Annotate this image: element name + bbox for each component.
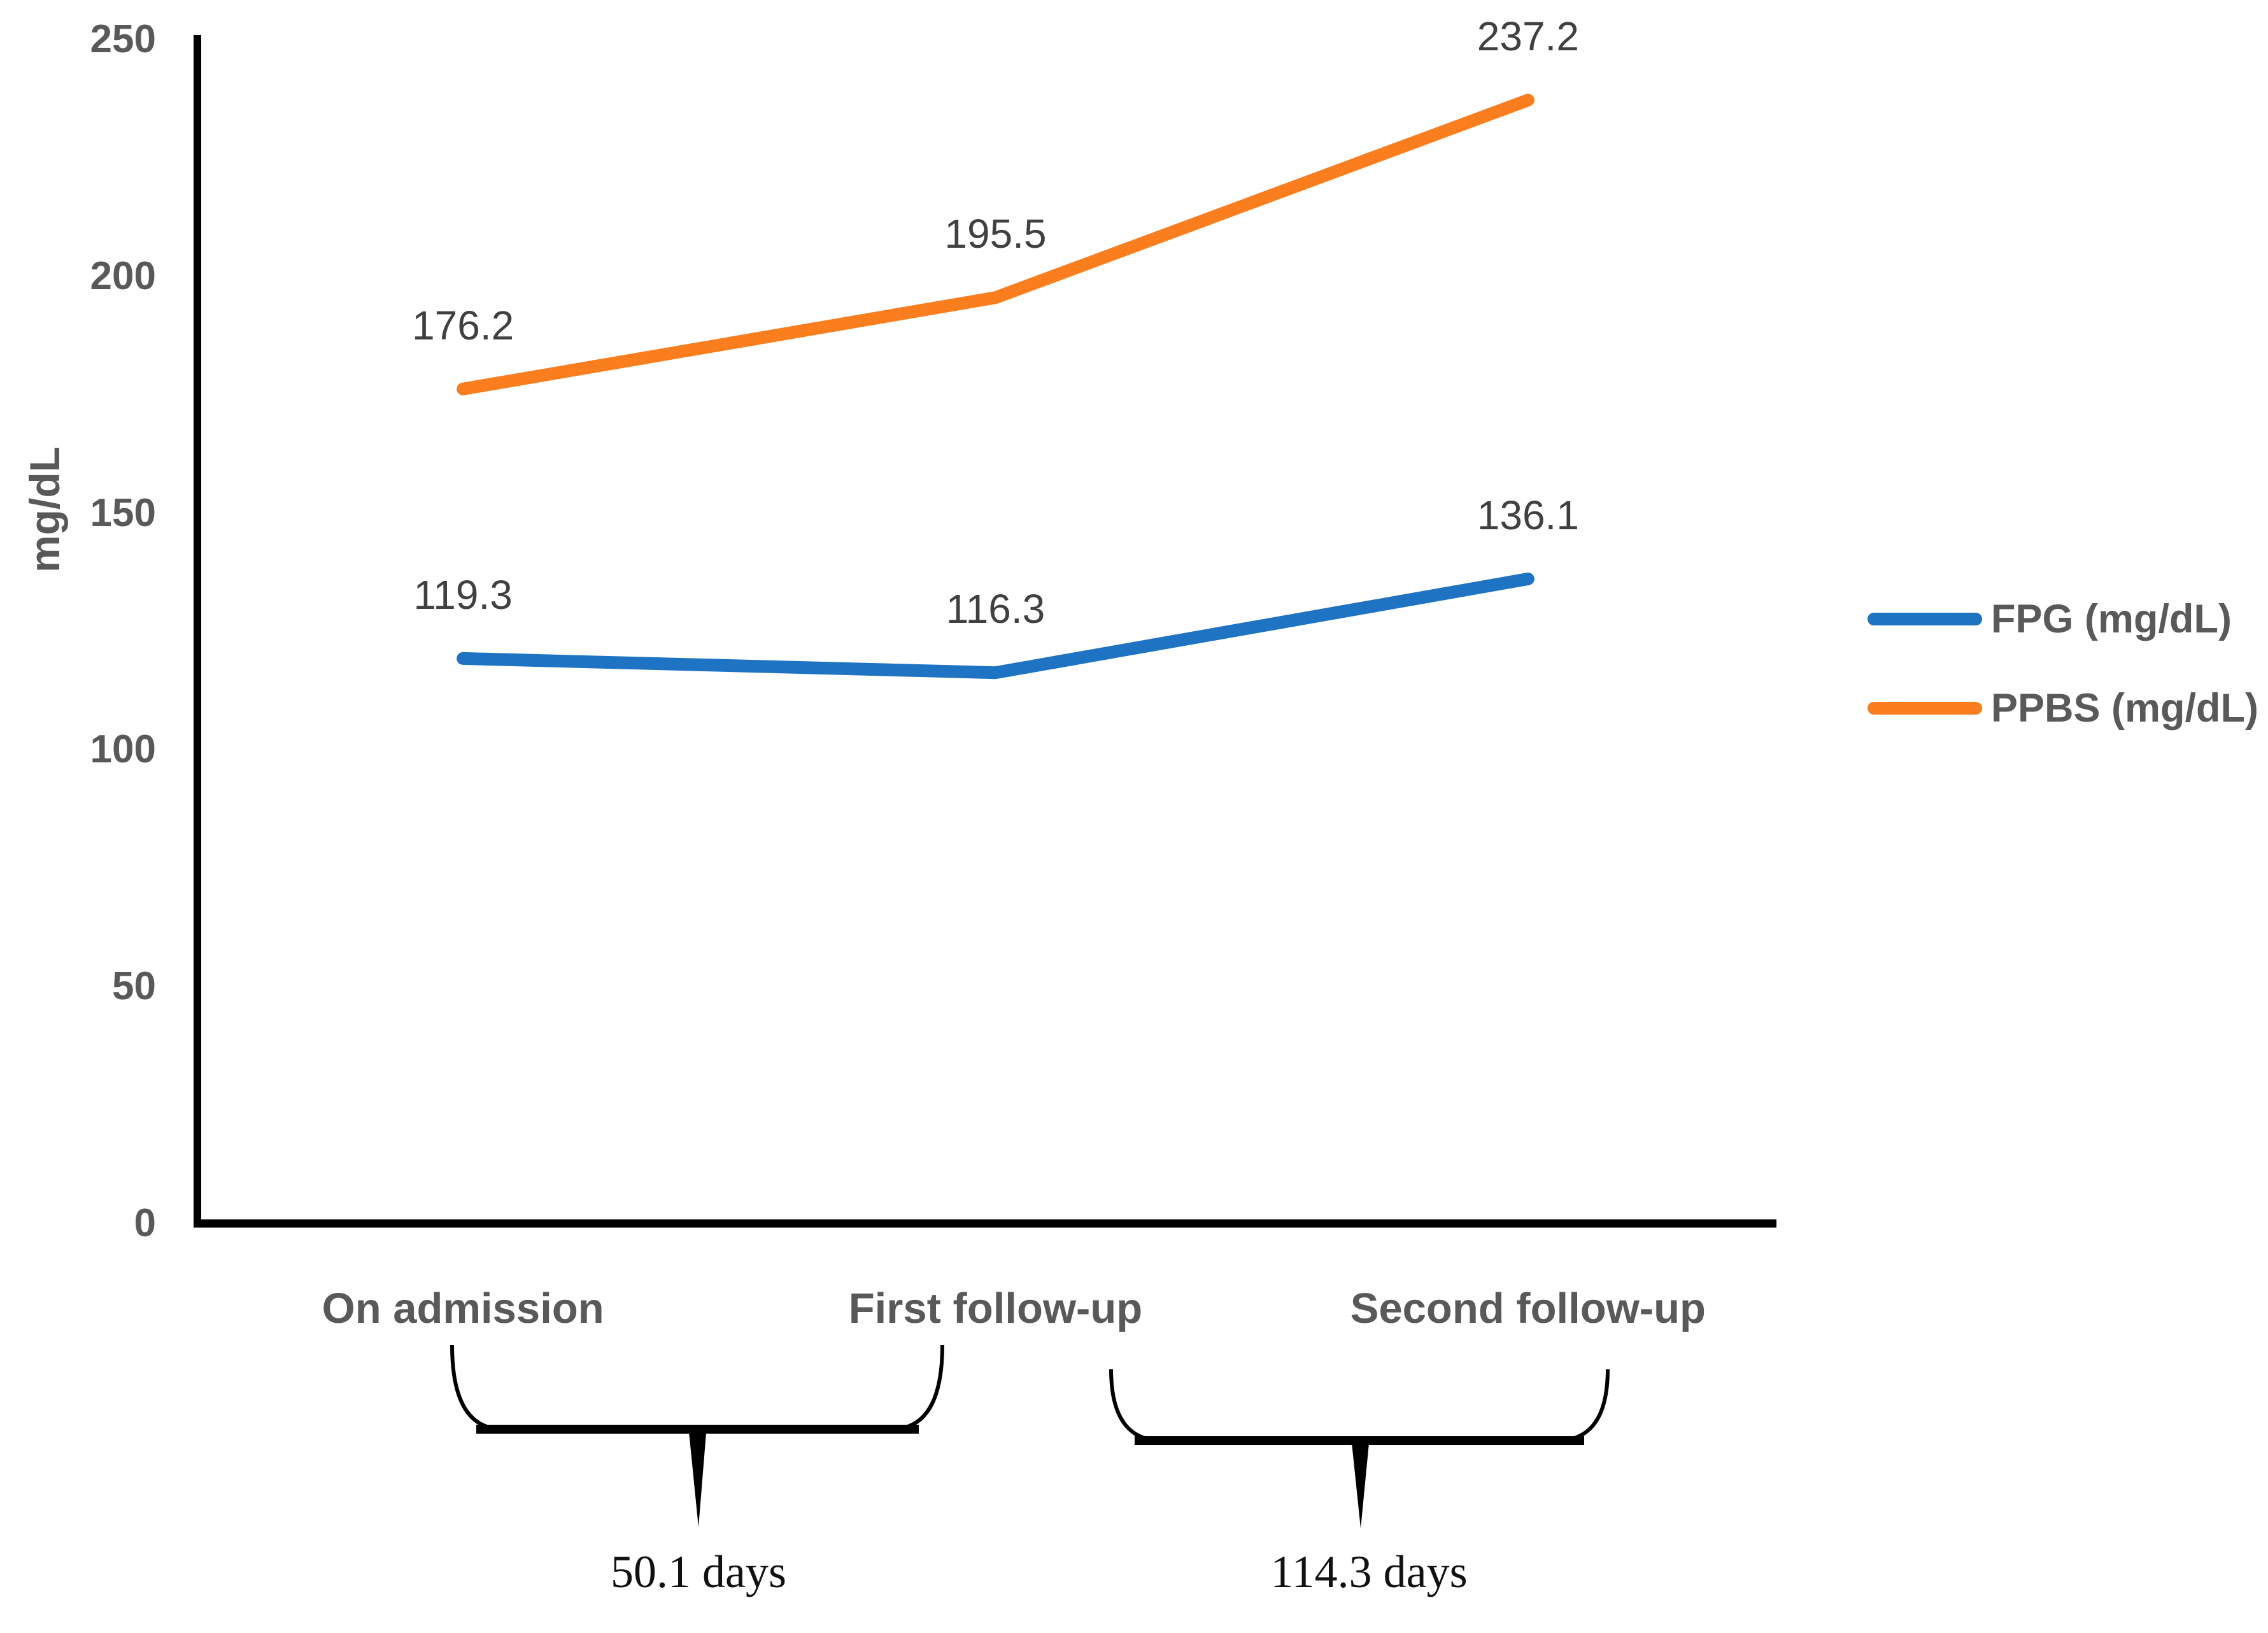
- series-lines-group: [457, 94, 1534, 680]
- data-label-0-1: 116.3: [946, 586, 1045, 632]
- series-line-0: [457, 572, 1534, 680]
- category-label: Second follow-up: [1350, 1285, 1706, 1332]
- category-label: First follow-up: [848, 1285, 1143, 1332]
- legend-item-fpg: FPG (mg/dL): [1868, 590, 2262, 648]
- legend-item-ppbs: PPBS (mg/dL): [1868, 680, 2262, 737]
- y-tick-label: 250: [90, 17, 156, 61]
- y-tick-label: 150: [90, 490, 156, 535]
- data-label-1-2: 237.2: [1477, 13, 1579, 60]
- legend-label-fpg: FPG (mg/dL): [1991, 597, 2232, 641]
- data-label-0-2: 136.1: [1477, 492, 1579, 538]
- fpg-line-swatch: [1868, 613, 1982, 625]
- interval-brace-left: [450, 1344, 944, 1527]
- category-label: On admission: [322, 1285, 604, 1332]
- y-tick-label: 200: [90, 253, 156, 298]
- data-label-1-0: 176.2: [412, 302, 514, 348]
- y-tick-label: 100: [90, 727, 156, 772]
- series-line-1: [457, 94, 1534, 396]
- y-tick-label: 0: [134, 1201, 156, 1245]
- data-label-1-1: 195.5: [944, 211, 1047, 257]
- ppbs-line-swatch: [1868, 702, 1982, 715]
- data-label-0-0: 119.3: [413, 571, 513, 618]
- legend-label-ppbs: PPBS (mg/dL): [1991, 686, 2258, 731]
- y-tick-label: 50: [112, 964, 156, 1009]
- interval-label-second: 114.3 days: [1270, 1546, 1468, 1597]
- interval-brace-right: [1109, 1369, 1610, 1529]
- interval-label-first: 50.1 days: [611, 1546, 786, 1597]
